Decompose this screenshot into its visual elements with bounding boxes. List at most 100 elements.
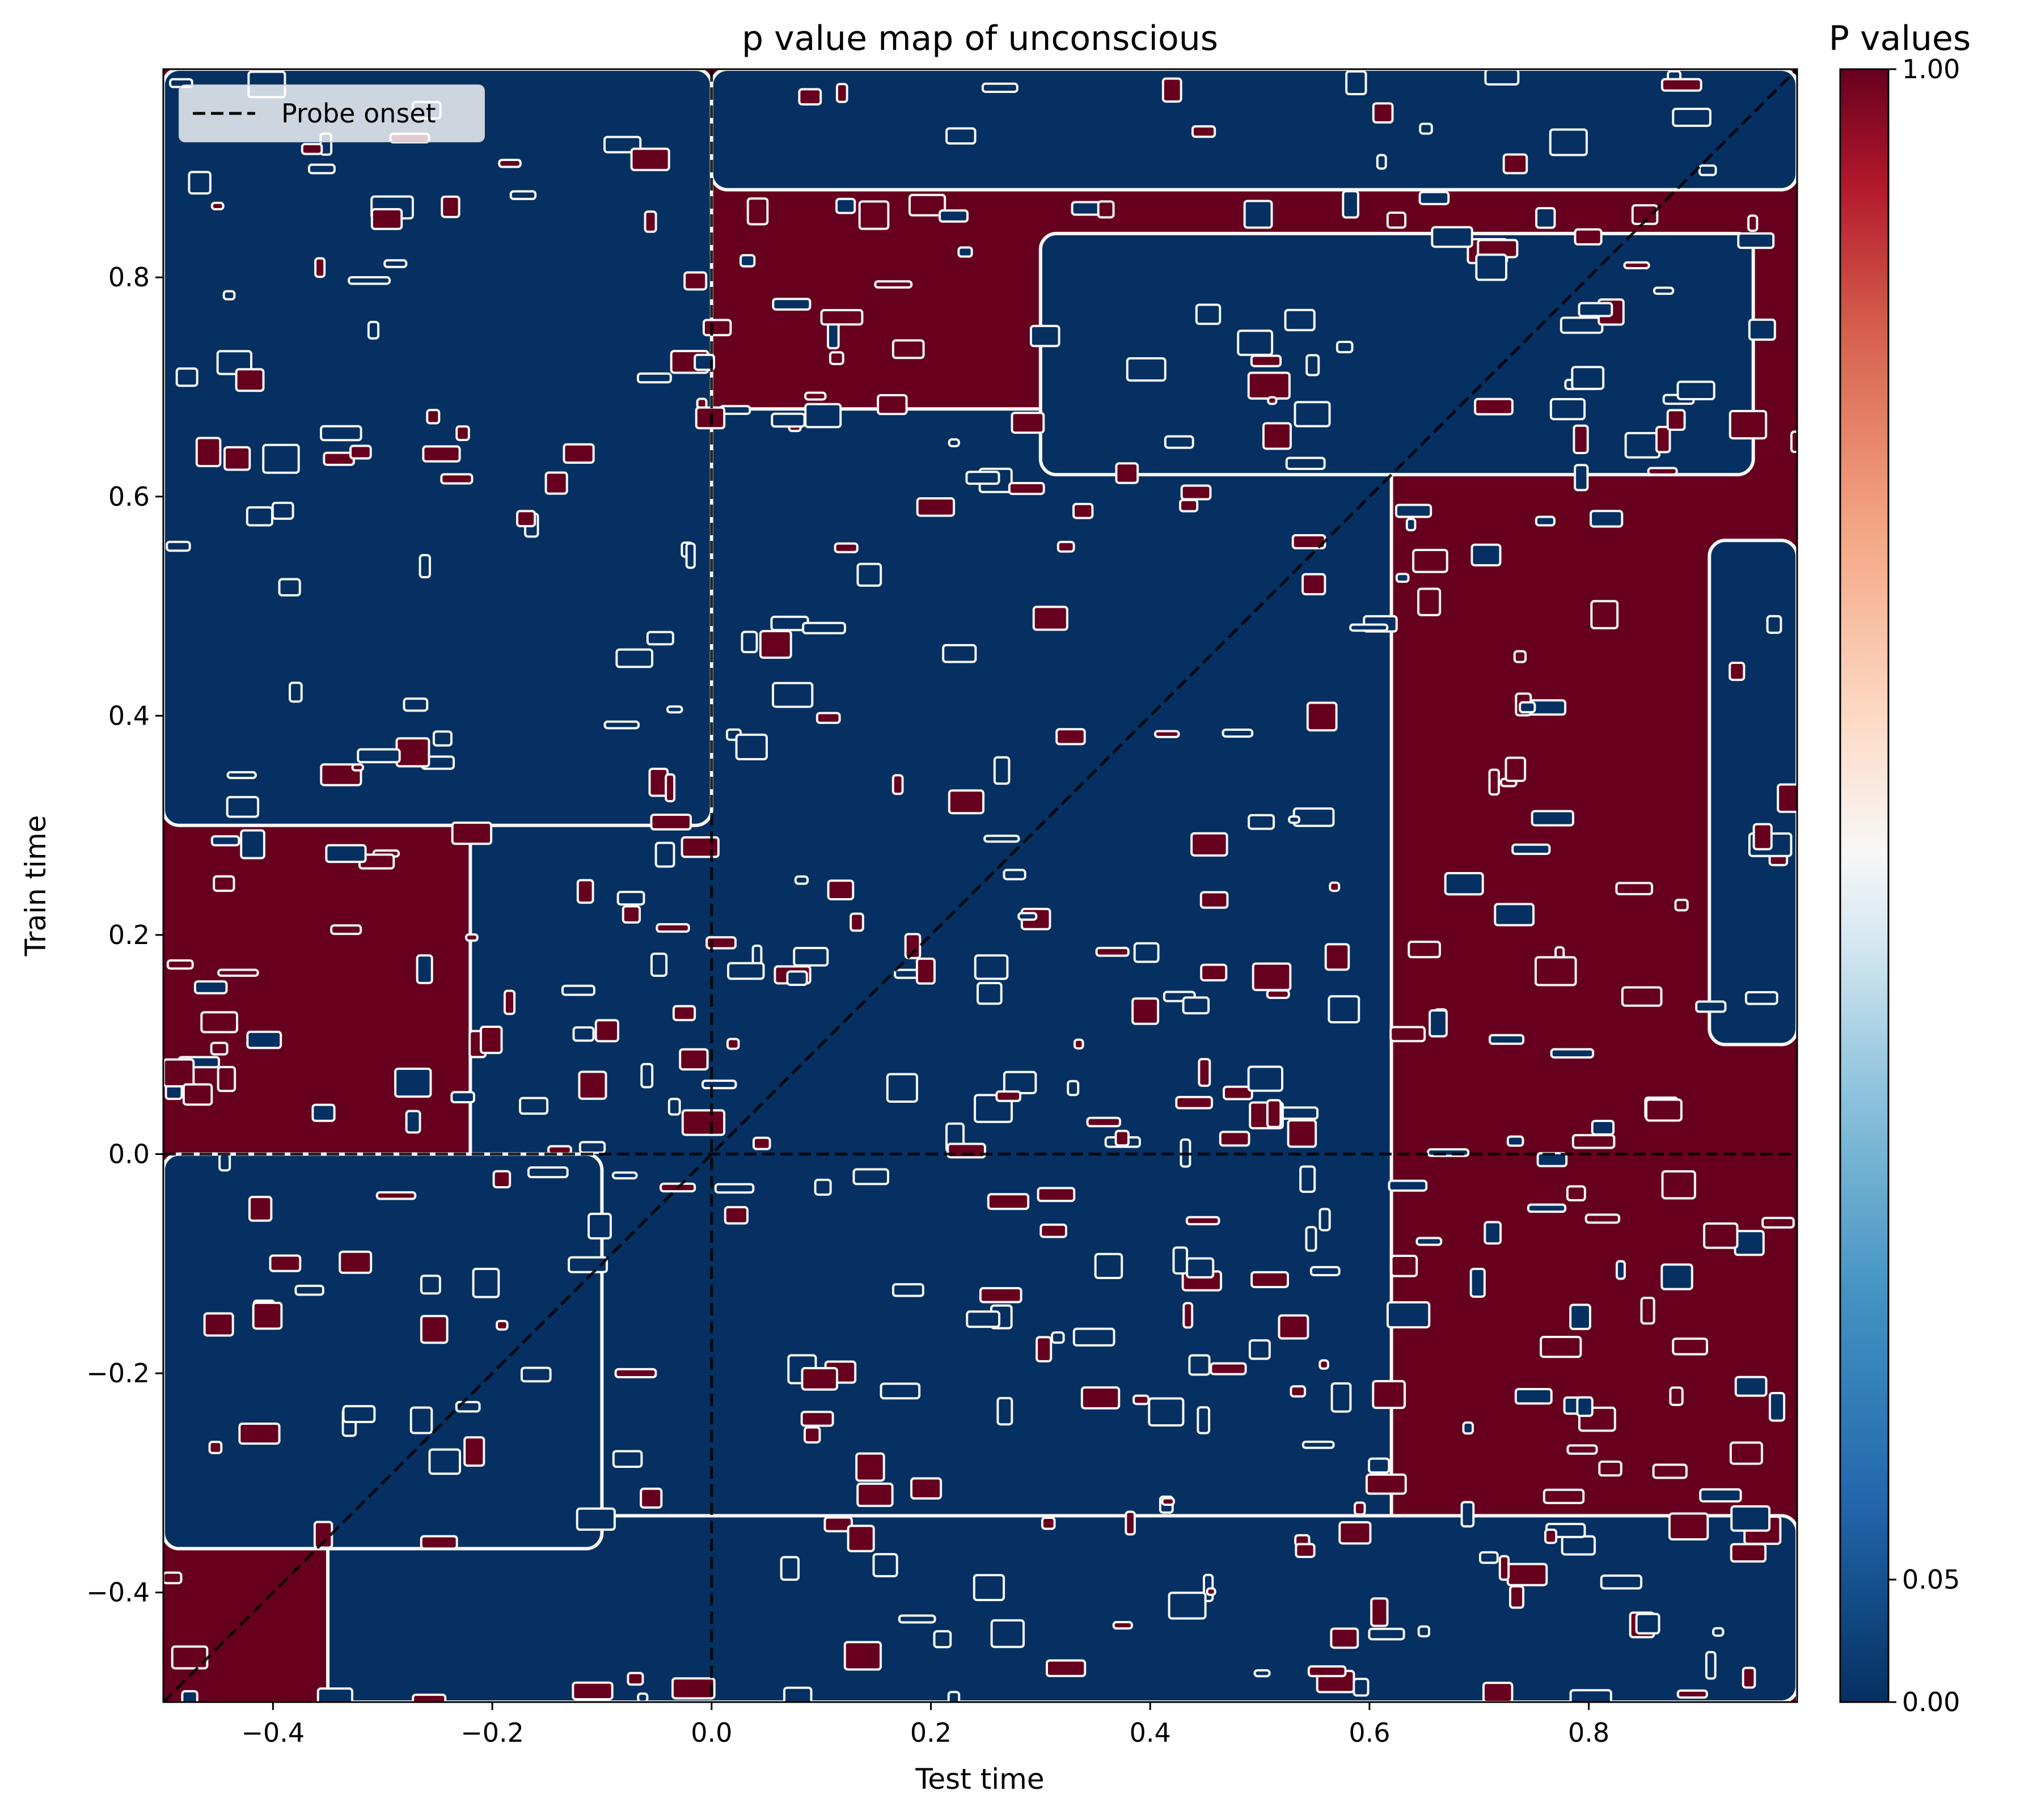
heatmap-speckle — [1248, 814, 1275, 830]
heatmap-speckle — [1287, 1119, 1317, 1148]
heatmap-speckle — [339, 1250, 373, 1274]
heatmap-speckle — [594, 1019, 620, 1043]
heatmap-speckle — [1790, 430, 1797, 454]
heatmap-speckle — [1631, 204, 1659, 225]
significant-region-bottom-band — [326, 1514, 1797, 1702]
heatmap-speckle — [1672, 108, 1711, 127]
heatmap-speckle — [213, 875, 235, 892]
heatmap-speckle — [1584, 1213, 1621, 1224]
heatmap-speckle — [640, 1063, 654, 1089]
heatmap-speckle — [630, 147, 670, 171]
x-tick-label: 0.6 — [1349, 1717, 1390, 1748]
heatmap-speckle — [835, 83, 848, 103]
heatmap-speckle — [426, 409, 441, 425]
heatmap-speckle — [1571, 366, 1605, 390]
heatmap-speckle — [1668, 1512, 1709, 1540]
heatmap-speckle — [203, 1312, 234, 1337]
heatmap-speckle — [942, 644, 977, 663]
heatmap-speckle — [1734, 1375, 1768, 1397]
heatmap-speckle — [1342, 190, 1359, 219]
heatmap-speckle — [1470, 543, 1502, 567]
heatmap-speckle — [981, 82, 1018, 93]
heatmap-speckle — [1405, 518, 1417, 532]
heatmap-speckle — [163, 1571, 183, 1585]
heatmap-speckle — [1777, 783, 1797, 813]
heatmap-speckle — [1566, 1185, 1586, 1201]
heatmap-speckle — [238, 1423, 281, 1445]
heatmap-speckle — [1600, 1574, 1643, 1590]
heatmap-speckle — [1185, 1216, 1220, 1226]
heatmap-speckle — [1640, 1297, 1655, 1325]
colorbar-title: P values — [1829, 19, 1971, 58]
heatmap-speckle — [1752, 823, 1773, 850]
heatmap-speckle — [492, 1170, 512, 1189]
heatmap-speckle — [966, 1310, 1001, 1328]
heatmap-speckle — [1299, 1165, 1316, 1193]
heatmap-speckle — [1748, 318, 1776, 341]
heatmap-speckle — [965, 471, 1000, 485]
y-tick-label: −0.2 — [86, 1358, 150, 1389]
heatmap-speckle — [578, 1141, 606, 1154]
heatmap-speckle — [850, 912, 864, 932]
heatmap-speckle — [772, 682, 814, 708]
heatmap-speckle — [694, 353, 715, 371]
heatmap-speckle — [726, 1038, 740, 1050]
heatmap-speckle — [614, 1368, 657, 1379]
heatmap-speckle — [246, 1030, 282, 1049]
heatmap-speckle — [650, 953, 668, 977]
heatmap-speckle — [1698, 164, 1717, 176]
heatmap-speckle — [1330, 1382, 1352, 1413]
heatmap-speckle — [640, 1487, 663, 1509]
heatmap-speckle — [1561, 1535, 1596, 1556]
heatmap-speckle — [246, 506, 273, 527]
heatmap-speckle — [1112, 1621, 1133, 1630]
x-tick-label: 0.0 — [691, 1717, 732, 1748]
significant-region-top-band — [709, 69, 1797, 192]
heatmap-speckle — [1669, 1386, 1684, 1406]
heatmap-speckle — [576, 879, 594, 904]
heatmap-speckle — [217, 1066, 236, 1093]
heatmap-speckle — [995, 1090, 1022, 1102]
heatmap-speckle — [563, 443, 595, 464]
heatmap-speckle — [289, 682, 303, 703]
heatmap-speckle — [301, 143, 323, 155]
heatmap-speckle — [1051, 1331, 1065, 1344]
heatmap-speckle — [904, 933, 922, 959]
heatmap-speckle — [342, 1405, 376, 1424]
heatmap-speckle — [948, 789, 985, 815]
heatmap-speckle — [1502, 153, 1528, 175]
heatmap-speckle — [1172, 1246, 1189, 1275]
heatmap-speckle — [1094, 1252, 1123, 1280]
heatmap-speckle — [1278, 1314, 1309, 1340]
heatmap-speckle — [616, 891, 645, 906]
heatmap-speckle — [910, 1477, 943, 1500]
colorbar-tick-label: 0.05 — [1902, 1564, 1960, 1595]
heatmap-speckle — [1376, 154, 1387, 170]
heatmap-speckle — [1243, 200, 1273, 229]
heatmap-speckle — [835, 197, 856, 214]
heatmap-speckle — [1417, 587, 1442, 616]
heatmap-speckle — [1301, 1440, 1335, 1449]
colorbar — [1839, 68, 1890, 1703]
heatmap-speckle — [803, 1426, 821, 1444]
heatmap-speckle — [1131, 997, 1160, 1025]
heatmap-speckle — [974, 954, 1009, 980]
heatmap-speckle — [1072, 1327, 1115, 1347]
heatmap-speckle — [1168, 1592, 1207, 1620]
heatmap-speckle — [450, 1091, 476, 1103]
heatmap-speckle — [422, 445, 461, 463]
heatmap-speckle — [1498, 1555, 1510, 1581]
heatmap-speckle — [646, 630, 674, 646]
heatmap-speckle — [1460, 1501, 1475, 1528]
heatmap-speckle — [1301, 573, 1326, 596]
heatmap-speckle — [1180, 484, 1212, 501]
heatmap-speckle — [455, 425, 470, 442]
heatmap-speckle — [503, 989, 516, 1015]
heatmap-speckle — [727, 962, 765, 980]
heatmap-speckle — [527, 1166, 569, 1179]
heatmap-speckle — [1284, 308, 1316, 332]
heatmap-speckle — [1148, 1397, 1185, 1427]
heatmap-speckle — [672, 1005, 696, 1022]
heatmap-speckle — [1223, 1085, 1253, 1101]
heatmap-speckle — [1039, 1224, 1067, 1238]
